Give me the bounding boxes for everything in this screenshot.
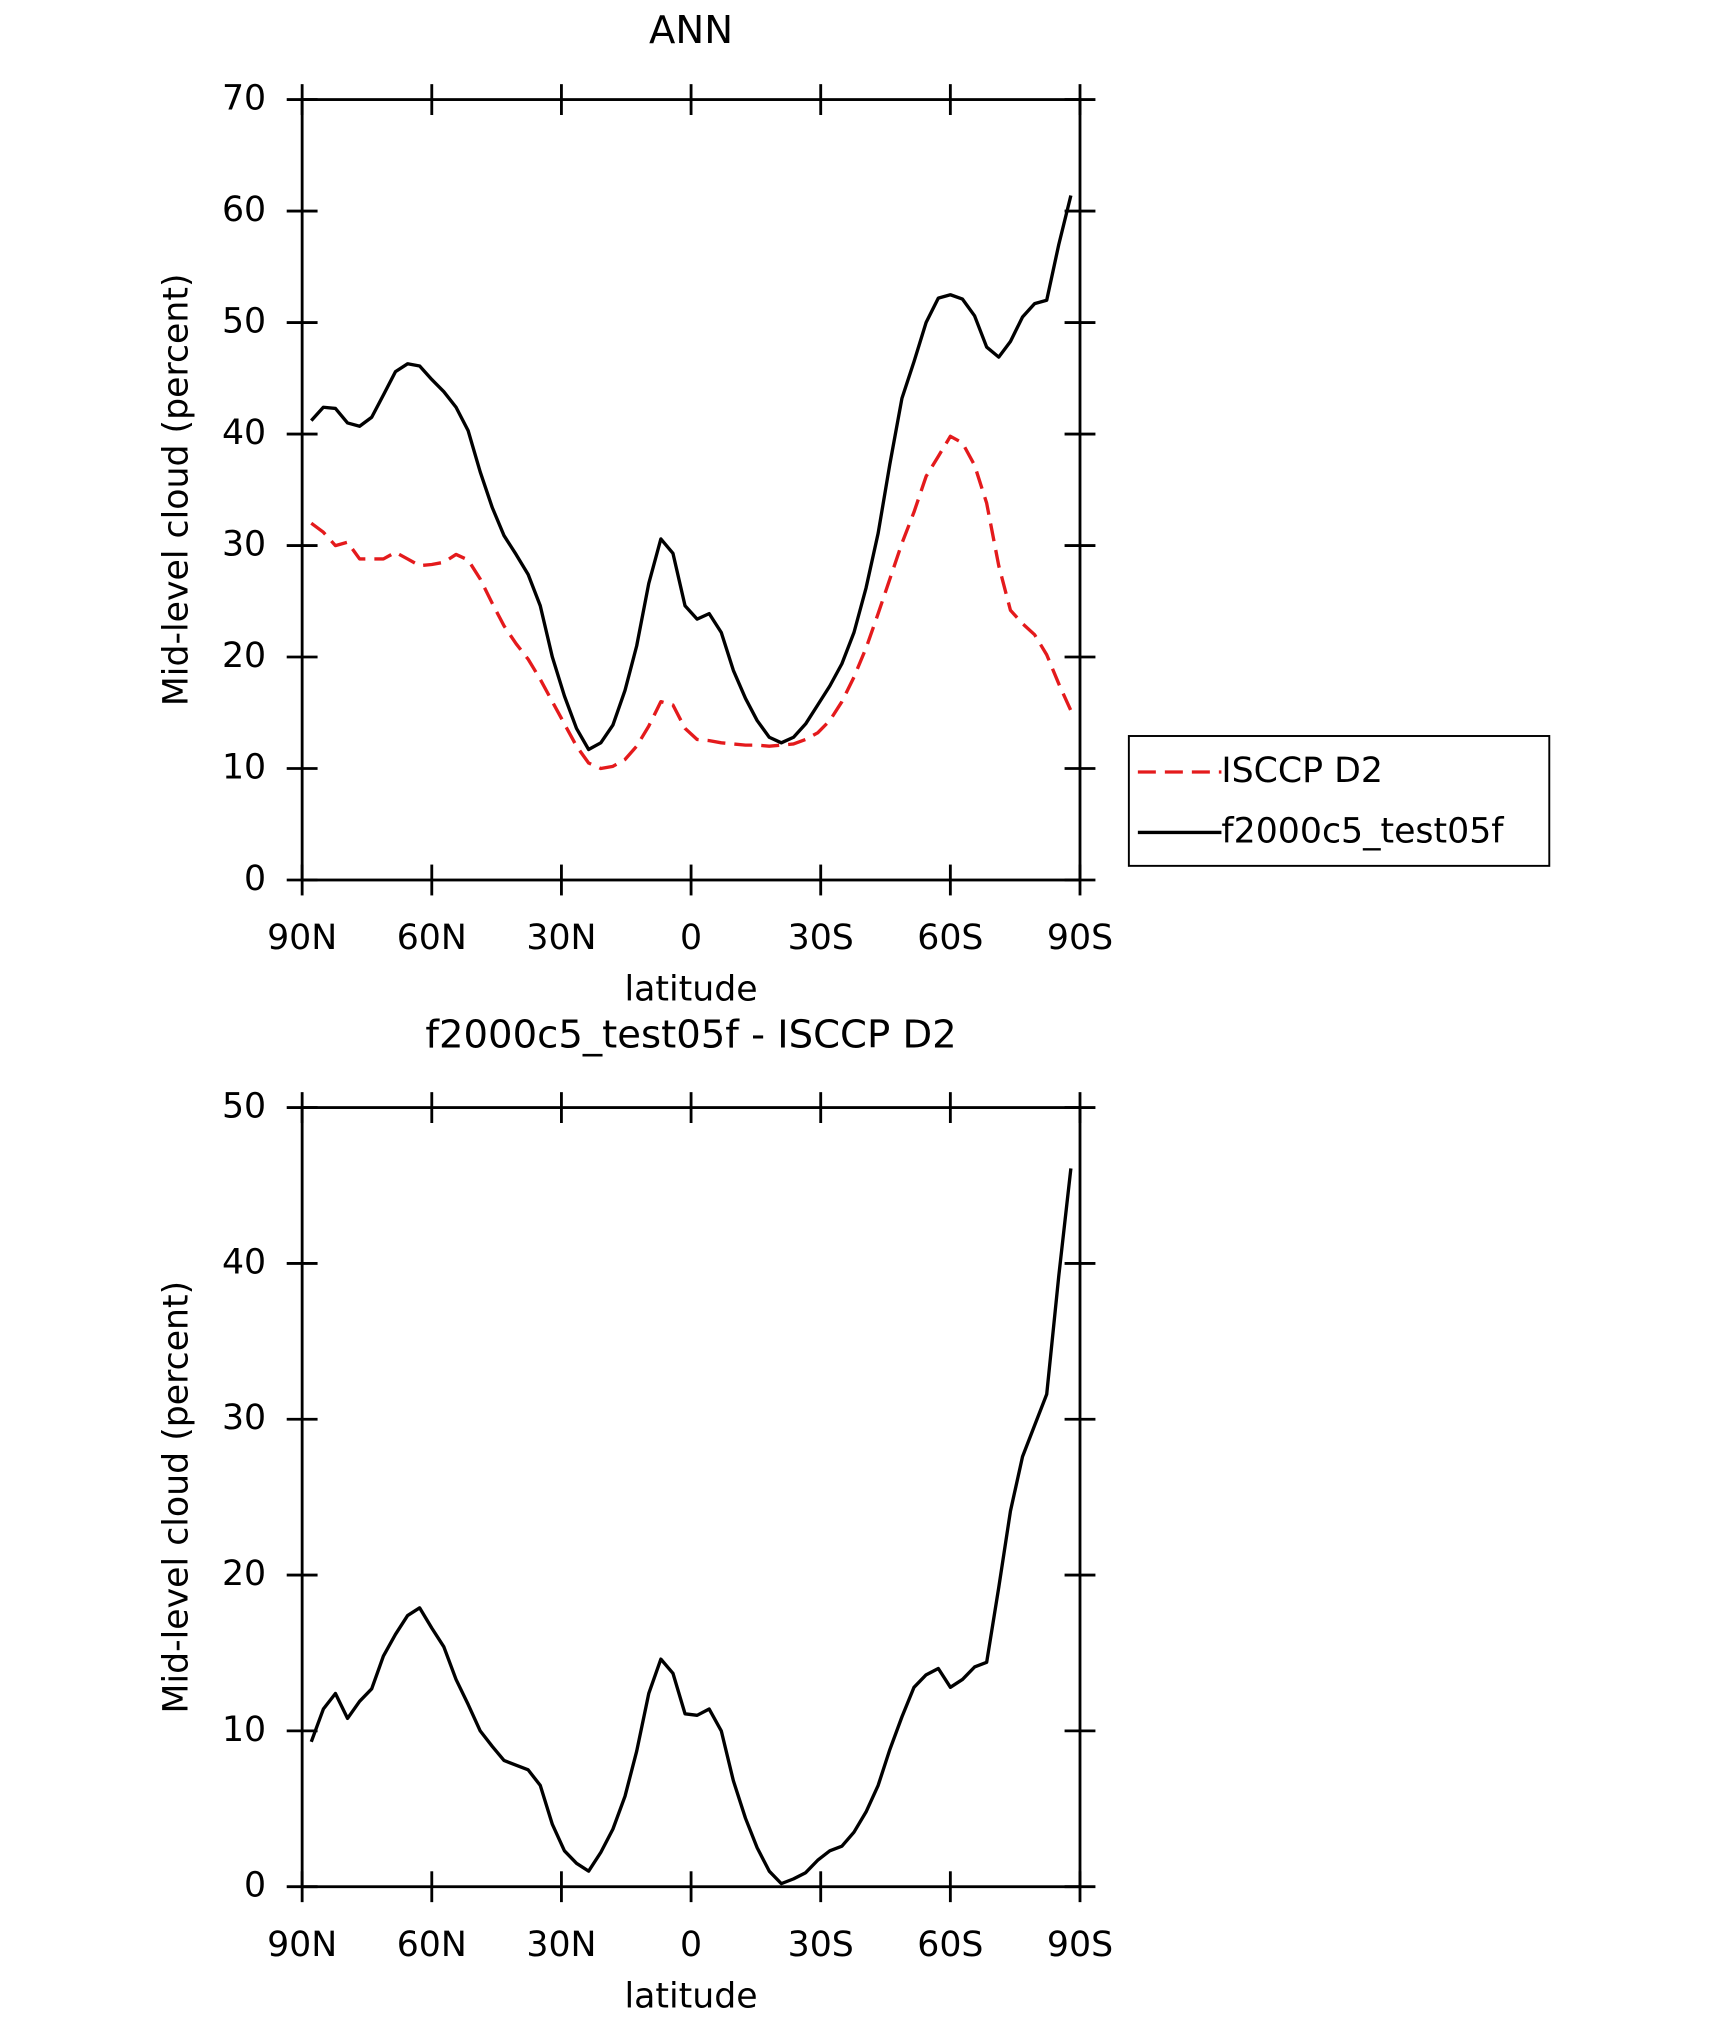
x-tick-label: 60S	[917, 918, 983, 958]
y-tick-label: 10	[222, 748, 266, 788]
chart-title: ANN	[649, 8, 733, 53]
y-tick-label: 0	[244, 859, 266, 899]
plot-frame	[300, 1106, 1082, 1889]
y-tick-label: 50	[222, 302, 266, 342]
y-tick-label: 30	[222, 525, 266, 565]
x-tick-label: 60N	[397, 1925, 467, 1965]
legend-label: ISCCP D2	[1221, 751, 1383, 791]
y-tick-label: 10	[222, 1710, 266, 1750]
x-tick-label: 90N	[267, 1925, 337, 1965]
legend-label: f2000c5_test05f	[1221, 811, 1504, 851]
y-tick-label: 60	[222, 190, 266, 230]
x-tick-label: 30S	[788, 1925, 854, 1965]
y-tick-label: 70	[222, 79, 266, 119]
data-line	[310, 434, 1073, 771]
x-tick-label: 60N	[397, 918, 467, 958]
y-tick-label: 0	[244, 1866, 266, 1906]
y-tick-label: 20	[222, 636, 266, 676]
panel: f2000c5_test05f - ISCCP D2 0 10 20 30 40 50 90N…	[156, 1012, 1113, 2016]
legend-box	[1127, 735, 1551, 867]
data-line	[310, 195, 1073, 752]
x-tick-label: 90N	[267, 918, 337, 958]
chart-title: f2000c5_test05f - ISCCP D2	[425, 1012, 956, 1057]
y-tick-label: 30	[222, 1398, 266, 1438]
x-tick-label: 30N	[526, 1925, 596, 1965]
x-axis-label: latitude	[625, 970, 758, 1010]
x-tick-label: 30S	[788, 918, 854, 958]
data-line	[309, 1168, 1073, 1886]
y-tick-label: 40	[222, 1242, 266, 1282]
x-axis-label: latitude	[625, 1976, 758, 2016]
y-tick-label: 50	[222, 1087, 266, 1127]
y-tick-label: 20	[222, 1554, 266, 1594]
y-axis-label: Mid-level cloud (percent)	[156, 1281, 196, 1714]
plot-frame	[300, 98, 1082, 882]
x-tick-label: 90S	[1047, 918, 1113, 958]
y-tick-label: 40	[222, 413, 266, 453]
x-tick-label: 30N	[526, 918, 596, 958]
x-tick-label: 0	[680, 918, 702, 958]
x-tick-label: 90S	[1047, 1925, 1113, 1965]
panel: ANN 0 10 20 30 40 50 60 70 90N 60N 30N 0 30S 60S 90S lat…	[156, 8, 1551, 1010]
y-axis-label: Mid-level cloud (percent)	[156, 273, 196, 706]
x-tick-label: 60S	[917, 1925, 983, 1965]
x-tick-label: 0	[680, 1925, 702, 1965]
